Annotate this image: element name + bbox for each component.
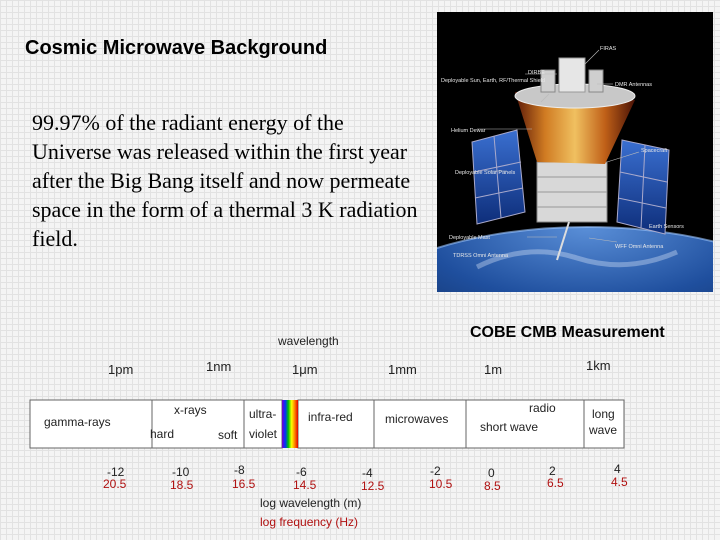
band-microwaves: microwaves <box>385 412 449 426</box>
log-wavelength-neg12: -12 <box>107 465 125 479</box>
solar-panels <box>471 129 670 235</box>
unit-1km: 1km <box>586 358 611 373</box>
cobe-cmb-measurement-label: COBE CMB Measurement <box>470 324 665 341</box>
em-spectrum-diagram: wavelength 1pm 1nm 1μm 1mm 1m 1km <box>0 325 720 540</box>
band-hard: hard <box>150 427 175 441</box>
band-uv-box <box>243 399 283 449</box>
band-ultra: ultra- <box>249 407 277 421</box>
band-infra-red: infra-red <box>308 410 353 424</box>
label-wff: WFF Omni Antenna <box>615 244 664 250</box>
label-mast: Deployable Mast <box>449 235 490 241</box>
slide-body-text: 99.97% of the radiant energy of the Univ… <box>32 110 418 251</box>
band-xray-box <box>151 399 245 449</box>
log-wavelength-neg6: -6 <box>296 465 307 479</box>
axis-log-frequency: log frequency (Hz) <box>260 515 359 529</box>
log-wavelength-2: 2 <box>549 464 556 478</box>
band-short-wave: short wave <box>480 420 539 434</box>
label-earth-sensors: Earth Sensors <box>649 224 684 230</box>
log-frequency-20-5: 20.5 <box>103 477 127 491</box>
log-frequency-8-5: 8.5 <box>484 479 501 493</box>
cobe-satellite-photo: FIRAS DIRBE Deployable Sun, Earth, RF/Th… <box>437 12 713 292</box>
log-wavelength-neg4: -4 <box>362 466 373 480</box>
band-long: long <box>592 407 615 421</box>
band-ir-box <box>297 399 375 449</box>
band-soft: soft <box>218 428 238 442</box>
log-frequency-12-5: 12.5 <box>361 479 385 493</box>
band-violet: violet <box>249 427 278 441</box>
label-solar: Deployable Solar Panels <box>455 170 515 176</box>
band-gamma-box <box>29 399 153 449</box>
spectrum-bands <box>0 325 720 540</box>
band-longwave-box <box>583 399 625 449</box>
log-frequency-10-5: 10.5 <box>429 477 453 491</box>
log-frequency-16-5: 16.5 <box>232 477 256 491</box>
label-dewar: Helium Dewar <box>451 128 486 134</box>
label-dmr: DMR Antennas <box>615 82 652 88</box>
log-wavelength-0: 0 <box>488 466 495 480</box>
band-x-rays: x-rays <box>174 403 207 417</box>
log-wavelength-neg2: -2 <box>430 464 441 478</box>
wavelength-label: wavelength <box>278 334 339 348</box>
log-frequency-4-5: 4.5 <box>611 475 628 489</box>
log-frequency-6-5: 6.5 <box>547 476 564 490</box>
label-shield: Deployable Sun, Earth, RF/Thermal Shield <box>441 78 545 84</box>
label-dirbe: DIRBE <box>528 70 545 76</box>
unit-1mm: 1mm <box>388 362 417 377</box>
band-microwave-box <box>373 399 467 449</box>
axis-log-wavelength: log wavelength (m) <box>260 496 362 510</box>
log-frequency-18-5: 18.5 <box>170 478 194 492</box>
unit-1nm: 1nm <box>206 359 232 374</box>
unit-1m: 1m <box>484 362 503 377</box>
log-frequency-14-5: 14.5 <box>293 478 317 492</box>
band-wave: wave <box>589 423 618 437</box>
band-radio-box <box>465 399 585 449</box>
label-spacecraft: Spacecraft <box>641 148 668 154</box>
unit-1um: 1μm <box>292 362 318 377</box>
unit-1pm: 1pm <box>108 362 134 377</box>
label-firas: FIRAS <box>600 46 617 52</box>
band-radio: radio <box>529 401 556 415</box>
label-tdrss: TDRSS Omni Antenna <box>453 253 509 259</box>
log-wavelength-4: 4 <box>614 462 621 476</box>
slide-title: Cosmic Microwave Background <box>25 37 328 59</box>
log-wavelength-neg10: -10 <box>172 465 190 479</box>
log-wavelength-neg8: -8 <box>234 463 245 477</box>
band-gamma-rays: gamma-rays <box>44 415 111 429</box>
visible-light-band <box>282 400 298 448</box>
